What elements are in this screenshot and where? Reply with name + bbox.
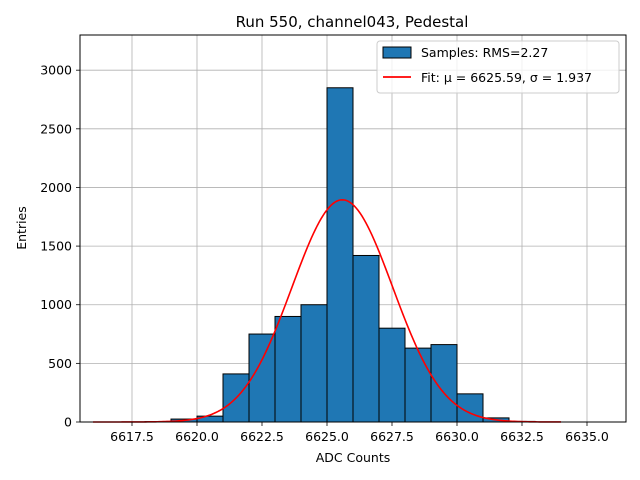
fit-curve	[93, 198, 561, 423]
x-tick-label: 6622.5	[240, 429, 284, 444]
histogram-bar	[404, 347, 432, 423]
x-axis-label: ADC Counts	[316, 450, 391, 465]
fit-curve-layer	[93, 198, 561, 423]
histogram-bar	[300, 304, 328, 423]
y-tick-label: 2500	[40, 121, 72, 136]
x-axis: 6617.5 6620.0 6622.5 6625.0 6627.5 6630.0 6632…	[110, 422, 609, 444]
x-tick-label: 6632.5	[500, 429, 544, 444]
x-tick-label: 6627.5	[370, 429, 414, 444]
histogram-bar	[274, 315, 302, 423]
y-tick-label: 2000	[40, 180, 72, 195]
y-axis-label: Entries	[14, 206, 29, 250]
legend-label-samples: Samples: RMS=2.27	[421, 45, 548, 60]
x-tick-label: 6635.0	[565, 429, 609, 444]
x-tick-label: 6630.0	[435, 429, 479, 444]
y-tick-label: 3000	[40, 63, 72, 78]
histogram-bar	[326, 87, 354, 423]
x-tick-label: 6620.0	[175, 429, 219, 444]
y-tick-label: 0	[64, 415, 72, 430]
histogram-bar	[248, 333, 276, 423]
y-tick-label: 500	[48, 356, 72, 371]
legend-label-fit: Fit: μ = 6625.59, σ = 1.937	[421, 70, 592, 85]
histogram-bar	[352, 254, 380, 423]
x-tick-label: 6617.5	[110, 429, 154, 444]
legend-box	[376, 40, 620, 94]
chart-title: Run 550, channel043, Pedestal	[236, 13, 469, 31]
y-tick-label: 1500	[40, 239, 72, 254]
legend: Samples: RMS=2.27 Fit: μ = 6625.59, σ = …	[376, 40, 620, 94]
histogram-bar	[430, 344, 458, 423]
histogram-bar	[378, 327, 406, 423]
legend-swatch-samples	[382, 46, 412, 59]
histogram-bars	[144, 87, 536, 423]
y-tick-label: 1000	[40, 297, 72, 312]
plot-frame	[79, 34, 627, 423]
y-axis: 0 500 1000 1500 2000 2500 3000	[40, 63, 80, 430]
x-tick-label: 6625.0	[305, 429, 349, 444]
